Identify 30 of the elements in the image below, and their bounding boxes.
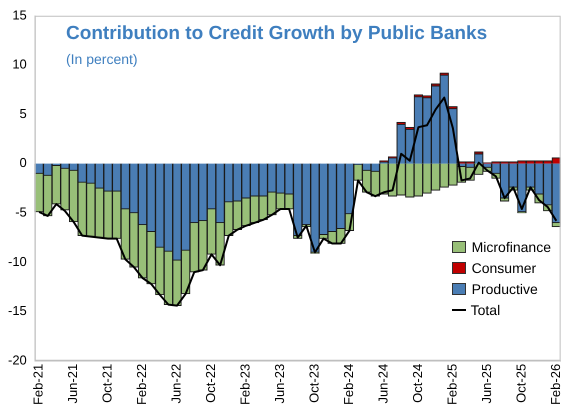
- legend-label: Consumer: [472, 260, 536, 276]
- x-tick-label: Oct-21: [100, 364, 115, 403]
- y-tick-label: -10: [8, 254, 27, 269]
- x-tick-label: Feb-25: [444, 364, 460, 406]
- x-tick-label: Jun-21: [65, 364, 80, 404]
- x-tick-label: Jun-23: [272, 364, 288, 404]
- y-tick-label: -20: [8, 352, 27, 368]
- y-tick-label: 5: [20, 106, 27, 121]
- x-tick-label: Oct-24: [410, 364, 425, 403]
- x-tick-label: Jun-22: [168, 364, 184, 404]
- x-tick-label: Feb-26: [548, 364, 563, 406]
- legend-label: Productive: [472, 280, 538, 296]
- y-tick-label: -15: [8, 303, 27, 318]
- legend-label: Total: [470, 302, 500, 318]
- y-tick-label: 0: [20, 155, 27, 170]
- x-tick-label: Feb-21: [30, 364, 46, 406]
- x-tick-label: Jun-24: [376, 364, 390, 404]
- x-tick-label: Oct-23: [306, 364, 322, 403]
- y-tick-label: -5: [15, 204, 27, 220]
- x-tick-label: Oct-25: [513, 364, 528, 403]
- chart-title: Contribution to Credit Growth by Public Banks: [66, 23, 488, 45]
- x-tick-label: Feb-24: [341, 364, 356, 406]
- x-tick-label: Jun-25: [478, 364, 494, 404]
- x-tick-label: Feb-22: [134, 364, 150, 406]
- y-tick-label: 10: [12, 56, 27, 72]
- text: (In percent): [66, 51, 138, 67]
- x-tick-label: Oct-22: [203, 364, 218, 403]
- x-tick-label: Feb-23: [238, 364, 253, 406]
- y-tick-label: 15: [12, 7, 27, 22]
- legend-label: Microfinance: [472, 238, 551, 254]
